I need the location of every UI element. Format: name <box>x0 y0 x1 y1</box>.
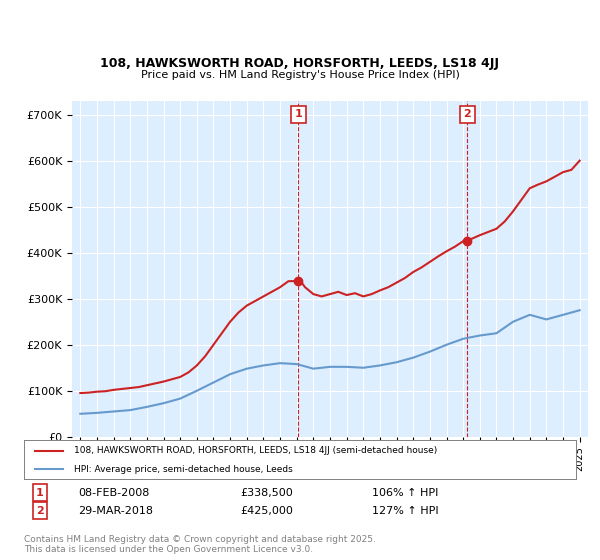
Text: 2: 2 <box>463 109 471 119</box>
Text: Price paid vs. HM Land Registry's House Price Index (HPI): Price paid vs. HM Land Registry's House … <box>140 69 460 80</box>
Text: 108, HAWKSWORTH ROAD, HORSFORTH, LEEDS, LS18 4JJ: 108, HAWKSWORTH ROAD, HORSFORTH, LEEDS, … <box>101 57 499 70</box>
Text: £338,500: £338,500 <box>240 488 293 498</box>
Text: 127% ↑ HPI: 127% ↑ HPI <box>372 506 439 516</box>
Text: HPI: Average price, semi-detached house, Leeds: HPI: Average price, semi-detached house,… <box>74 464 292 474</box>
Text: 2: 2 <box>36 506 44 516</box>
Text: Contains HM Land Registry data © Crown copyright and database right 2025.
This d: Contains HM Land Registry data © Crown c… <box>24 535 376 554</box>
Text: 106% ↑ HPI: 106% ↑ HPI <box>372 488 439 498</box>
Text: 29-MAR-2018: 29-MAR-2018 <box>78 506 153 516</box>
Text: 108, HAWKSWORTH ROAD, HORSFORTH, LEEDS, LS18 4JJ (semi-detached house): 108, HAWKSWORTH ROAD, HORSFORTH, LEEDS, … <box>74 446 437 455</box>
Text: 08-FEB-2008: 08-FEB-2008 <box>78 488 149 498</box>
Text: 1: 1 <box>36 488 44 498</box>
Text: £425,000: £425,000 <box>240 506 293 516</box>
Text: 1: 1 <box>295 109 302 119</box>
